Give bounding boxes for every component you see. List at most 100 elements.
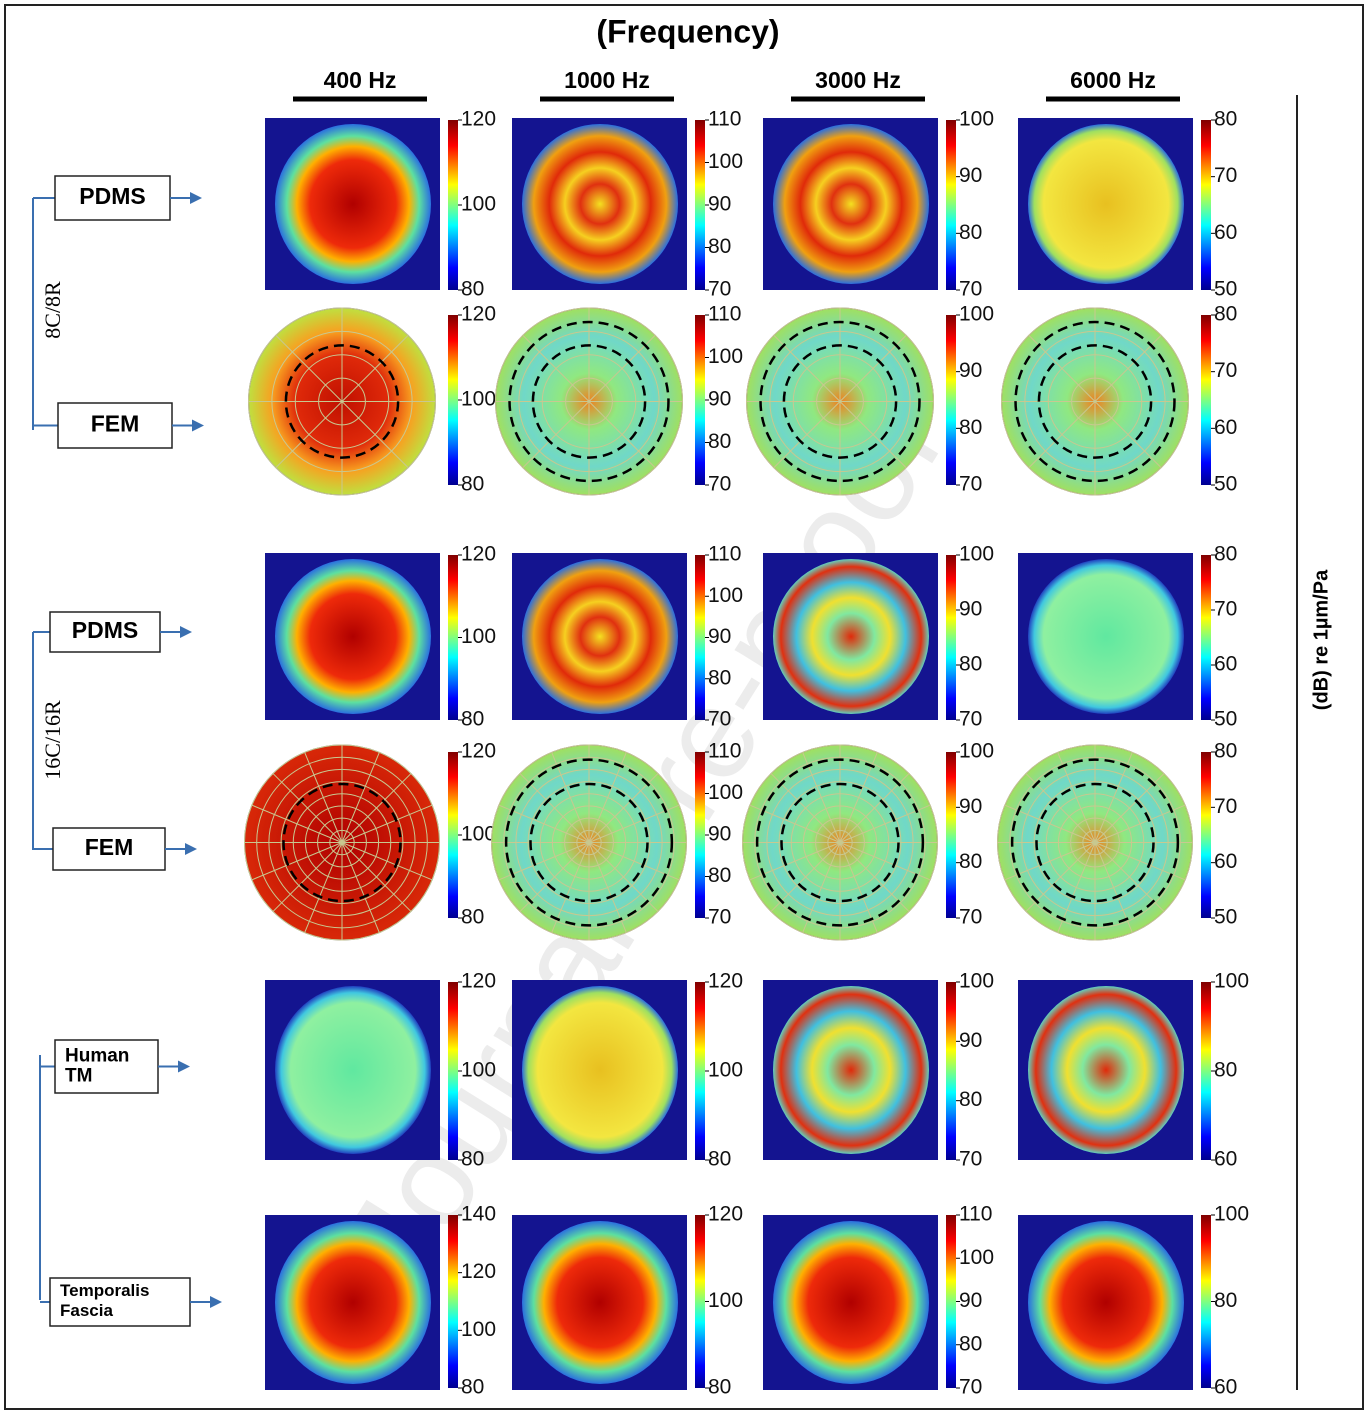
colorbar-tick-label: 70	[1214, 598, 1237, 621]
colorbar	[946, 752, 956, 918]
colorbar-tick-label: 100	[959, 970, 994, 993]
colorbar-tick-label: 120	[461, 970, 496, 993]
colorbar-tick-label: 90	[959, 1289, 982, 1312]
colorbar-tick-label: 70	[1214, 359, 1237, 382]
colorbar-tick-label: 80	[461, 278, 484, 301]
colorbar-tick-label: 110	[708, 303, 741, 326]
colorbar	[1201, 315, 1211, 485]
column-header: 1000 Hz	[564, 67, 650, 93]
colorbar	[448, 1215, 458, 1388]
colorbar	[946, 1215, 956, 1388]
colorbar	[946, 982, 956, 1160]
arrow-head	[192, 420, 204, 432]
arrow-head	[185, 843, 197, 855]
colorbar	[1201, 555, 1211, 720]
colorbar	[695, 982, 705, 1160]
colorbar-tick-label: 80	[959, 1088, 982, 1111]
colorbar-tick-label: 80	[959, 653, 982, 676]
scan-field	[275, 124, 431, 284]
axis-label: (dB) re 1µm/Pa	[1310, 569, 1332, 710]
colorbar-tick-label: 80	[1214, 1059, 1237, 1082]
column-header: 6000 Hz	[1070, 67, 1156, 93]
colorbar-tick-label: 80	[708, 430, 731, 453]
colorbar	[695, 120, 705, 290]
row-label: PDMS	[72, 617, 138, 643]
colorbar-tick-label: 120	[708, 970, 743, 993]
colorbar-tick-label: 70	[708, 906, 731, 929]
colorbar-tick-label: 100	[461, 388, 496, 411]
colorbar-tick-label: 80	[461, 1376, 484, 1399]
colorbar-tick-label: 80	[959, 850, 982, 873]
arrow-head	[210, 1296, 222, 1308]
colorbar-tick-label: 70	[708, 278, 731, 301]
colorbar-tick-label: 90	[708, 388, 731, 411]
colorbar-tick-label: 100	[461, 1059, 496, 1082]
colorbar-tick-label: 100	[1214, 970, 1249, 993]
colorbar-tick-label: 70	[959, 1376, 982, 1399]
colorbar-tick-label: 120	[461, 543, 496, 566]
colorbar-tick-label: 80	[708, 1376, 731, 1399]
scan-field	[522, 1221, 678, 1384]
colorbar-tick-label: 120	[461, 740, 496, 763]
colorbar	[695, 315, 705, 485]
colorbar-tick-label: 80	[1214, 303, 1237, 326]
colorbar-tick-label: 100	[959, 108, 994, 131]
colorbar-tick-label: 90	[959, 359, 982, 382]
scan-field	[275, 559, 431, 714]
colorbar-tick-label: 100	[959, 740, 994, 763]
colorbar	[695, 1215, 705, 1388]
column-header: 3000 Hz	[815, 67, 901, 93]
colorbar-tick-label: 50	[1214, 906, 1237, 929]
colorbar	[946, 315, 956, 485]
colorbar-tick-label: 90	[959, 164, 982, 187]
column-header: 400 Hz	[324, 67, 397, 93]
colorbar-tick-label: 100	[708, 1059, 743, 1082]
colorbar-tick-label: 100	[461, 823, 496, 846]
scan-field	[773, 559, 929, 714]
scan-field	[1028, 1221, 1184, 1384]
colorbar	[1201, 120, 1211, 290]
colorbar-tick-label: 80	[461, 473, 484, 496]
arrow-head	[178, 1061, 190, 1073]
row-label: FEM	[85, 834, 134, 860]
colorbar-tick-label: 120	[461, 108, 496, 131]
figure: (Frequency) (dB) re 1µm/Pa Journal Pre-p…	[0, 0, 1369, 1414]
scan-field	[522, 559, 678, 714]
colorbar-tick-label: 80	[708, 864, 731, 887]
colorbar-tick-label: 70	[959, 708, 982, 731]
colorbar-tick-label: 50	[1214, 278, 1237, 301]
scan-field	[1028, 559, 1184, 714]
colorbar	[695, 555, 705, 720]
colorbar-tick-label: 80	[708, 235, 731, 258]
scan-field	[522, 124, 678, 284]
colorbar-tick-label: 80	[1214, 108, 1237, 131]
colorbar-tick-label: 70	[708, 708, 731, 731]
colorbar-tick-label: 110	[708, 108, 741, 131]
colorbar	[695, 752, 705, 918]
colorbar-tick-label: 60	[1214, 1148, 1237, 1171]
colorbar-tick-label: 70	[959, 473, 982, 496]
colorbar-tick-label: 80	[461, 708, 484, 731]
colorbar-tick-label: 50	[1214, 708, 1237, 731]
colorbar-tick-label: 70	[959, 906, 982, 929]
colorbar-tick-label: 70	[959, 278, 982, 301]
colorbar	[448, 752, 458, 918]
scan-field	[275, 1221, 431, 1384]
colorbar-tick-label: 70	[1214, 164, 1237, 187]
colorbar-tick-label: 80	[959, 416, 982, 439]
colorbar-tick-label: 70	[959, 1148, 982, 1171]
scan-field	[773, 986, 929, 1154]
colorbar	[448, 982, 458, 1160]
row-label: FEM	[91, 411, 140, 437]
colorbar-tick-label: 100	[708, 150, 743, 173]
colorbar-tick-label: 120	[461, 1260, 496, 1283]
colorbar-tick-label: 80	[1214, 543, 1237, 566]
scan-field	[773, 124, 929, 284]
scan-field	[275, 986, 431, 1154]
colorbar	[1201, 982, 1211, 1160]
colorbar-tick-label: 110	[708, 740, 741, 763]
colorbar-tick-label: 50	[1214, 473, 1237, 496]
colorbar-tick-label: 120	[708, 1203, 743, 1226]
colorbar-tick-label: 110	[959, 1203, 992, 1226]
colorbar-tick-label: 100	[959, 543, 994, 566]
